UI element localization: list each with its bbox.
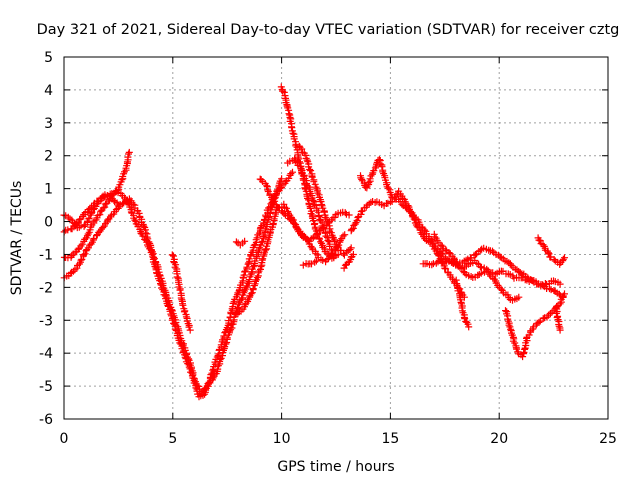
y-tick-label: -5 <box>39 379 53 395</box>
series-track-e <box>168 251 194 334</box>
y-tick-label: -1 <box>39 247 53 263</box>
series-track-m <box>340 251 357 272</box>
marker-path <box>452 276 473 331</box>
tick-labels: 0 5 10 15 20 25 -6 -5 -4 -3 -2 -1 0 1 2 3 4 5 <box>39 50 617 447</box>
x-axis-label: GPS time / hours <box>277 459 394 475</box>
x-tick-label: 20 <box>490 431 508 447</box>
marker-path <box>357 156 468 301</box>
y-tick-label: -4 <box>39 346 53 362</box>
series-track-t <box>534 234 568 268</box>
x-tick-label: 5 <box>168 431 177 447</box>
marker-path <box>168 251 194 334</box>
axis-ticks <box>63 56 609 420</box>
series-track-s <box>502 290 568 361</box>
series-track-j <box>284 155 338 262</box>
series-track-g <box>232 237 249 249</box>
y-tick-label: -3 <box>39 313 53 329</box>
x-tick-label: 0 <box>60 431 69 447</box>
series-track-l <box>299 257 320 269</box>
y-tick-label: 1 <box>44 182 53 198</box>
x-tick-label: 10 <box>273 431 291 447</box>
y-tick-label: 5 <box>44 50 53 66</box>
x-tick-label: 15 <box>381 431 399 447</box>
marker-path <box>284 155 338 262</box>
y-tick-label: -2 <box>39 280 53 296</box>
marker-path <box>299 257 320 269</box>
plot-frame <box>63 56 609 420</box>
series-track-r <box>452 276 473 331</box>
marker-path <box>534 234 568 268</box>
marker-path <box>502 290 568 361</box>
chart-title: Day 321 of 2021, Sidereal Day-to-day VTE… <box>37 22 620 38</box>
marker-path <box>340 251 357 272</box>
series-track-u <box>552 304 564 334</box>
y-tick-label: 3 <box>44 116 53 132</box>
y-tick-label: 2 <box>44 149 53 165</box>
x-tick-label: 25 <box>599 431 617 447</box>
series-track-q <box>430 230 523 304</box>
marker-path <box>552 304 564 334</box>
marker-path <box>295 142 355 259</box>
series-track-k <box>295 142 355 259</box>
y-tick-label: 0 <box>44 215 53 231</box>
marker-path <box>430 230 523 304</box>
y-tick-label: -6 <box>39 412 53 428</box>
series-track-o <box>357 156 468 301</box>
y-tick-label: 4 <box>44 83 53 99</box>
y-axis-label: SDTVAR / TECUs <box>9 181 25 296</box>
marker-path <box>232 237 249 249</box>
